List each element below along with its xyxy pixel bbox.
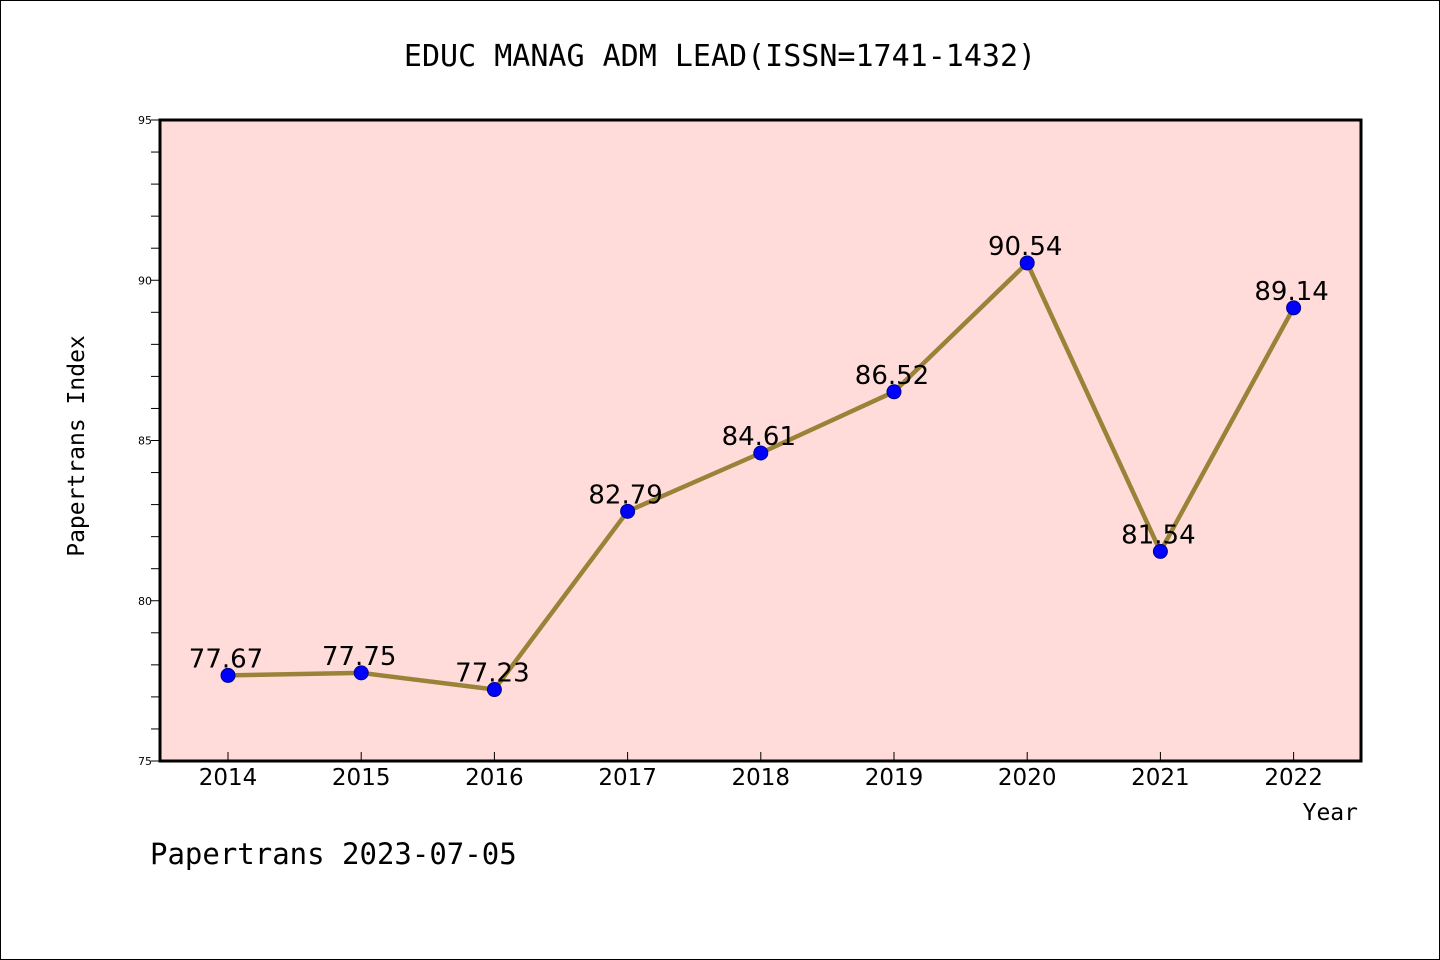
x-tick-label: 2016 bbox=[465, 765, 524, 791]
data-labels: 77.67 77.75 77.23 82.79 84.61 86.52 90.54 81.54… bbox=[189, 232, 1329, 689]
x-tick-label: 2021 bbox=[1131, 765, 1190, 791]
x-tick-label: 2015 bbox=[332, 765, 391, 791]
x-axis: 2014 2015 2016 2017 2018 2019 2020 2021 2022 bbox=[199, 752, 1323, 791]
data-label: 82.79 bbox=[588, 480, 662, 510]
data-point-marker bbox=[486, 682, 502, 698]
x-tick-label: 2020 bbox=[998, 765, 1057, 791]
footer-text: Papertrans 2023-07-05 bbox=[150, 837, 517, 871]
x-tick-label: 2018 bbox=[732, 765, 791, 791]
data-label: 77.67 bbox=[189, 644, 263, 674]
data-point-marker bbox=[1152, 543, 1168, 559]
x-tick-label: 2019 bbox=[865, 765, 924, 791]
data-point-marker bbox=[1286, 300, 1302, 316]
data-point-marker bbox=[753, 445, 769, 461]
data-point-marker bbox=[1019, 255, 1035, 271]
y-tick-label: 95 bbox=[138, 114, 152, 127]
y-tick-label: 85 bbox=[138, 435, 152, 448]
y-tick-label: 90 bbox=[138, 274, 152, 287]
data-label: 77.23 bbox=[455, 659, 529, 689]
data-label: 84.61 bbox=[722, 422, 796, 452]
data-point-marker bbox=[220, 667, 236, 683]
y-tick-label: 80 bbox=[138, 595, 152, 608]
data-point-marker bbox=[886, 384, 902, 400]
x-tick-label: 2017 bbox=[598, 765, 657, 791]
x-tick-label: 2022 bbox=[1264, 765, 1323, 791]
x-axis-title: Year bbox=[1303, 800, 1358, 826]
data-label: 86.52 bbox=[855, 361, 929, 391]
data-point-marker bbox=[353, 665, 369, 681]
x-tick-label: 2014 bbox=[199, 765, 258, 791]
data-points bbox=[220, 255, 1302, 698]
y-axis: 75 80 85 90 95 bbox=[138, 114, 160, 768]
y-tick-label: 75 bbox=[138, 755, 152, 768]
data-label: 89.14 bbox=[1254, 277, 1328, 307]
data-label: 77.75 bbox=[322, 642, 396, 672]
chart-title: EDUC MANAG ADM LEAD(ISSN=1741-1432) bbox=[404, 39, 1036, 74]
data-label: 81.54 bbox=[1121, 520, 1195, 550]
data-label: 90.54 bbox=[988, 232, 1062, 262]
plot-area bbox=[158, 118, 1363, 763]
y-axis-title: Papertrans Index bbox=[64, 335, 90, 557]
data-point-marker bbox=[620, 503, 636, 519]
